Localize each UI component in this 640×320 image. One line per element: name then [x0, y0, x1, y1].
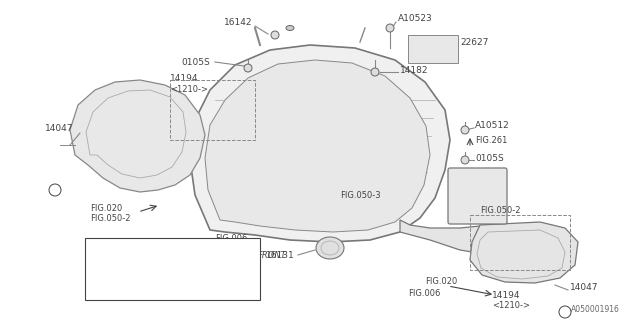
Text: FIG.050-3: FIG.050-3	[340, 190, 381, 199]
Ellipse shape	[316, 237, 344, 259]
Text: A050001916: A050001916	[571, 305, 620, 314]
Polygon shape	[205, 60, 430, 232]
Text: 22627: 22627	[460, 37, 488, 46]
Text: 14047: 14047	[570, 284, 598, 292]
Text: 1: 1	[563, 308, 568, 316]
Text: 16131: 16131	[266, 251, 295, 260]
Polygon shape	[400, 220, 535, 260]
Circle shape	[93, 263, 105, 275]
Text: FIG.020: FIG.020	[90, 204, 122, 212]
Text: J20604 (1210-): J20604 (1210-)	[117, 285, 187, 294]
Text: 14182: 14182	[400, 66, 429, 75]
Circle shape	[461, 126, 469, 134]
Bar	[170, 80, 255, 140]
Polygon shape	[470, 222, 578, 283]
Text: A10523: A10523	[398, 13, 433, 22]
Circle shape	[49, 184, 61, 196]
Circle shape	[386, 24, 394, 32]
Bar	[85, 238, 260, 300]
FancyBboxPatch shape	[448, 168, 507, 224]
Text: <1210->: <1210->	[170, 84, 208, 93]
Text: A10512: A10512	[475, 121, 509, 130]
Text: FIG.050-2: FIG.050-2	[90, 213, 131, 222]
Circle shape	[559, 306, 571, 318]
Text: J20603 (1203-1210): J20603 (1203-1210)	[117, 265, 207, 274]
Text: FIG.261: FIG.261	[475, 135, 508, 145]
Polygon shape	[190, 45, 450, 242]
Polygon shape	[70, 80, 205, 192]
Text: 16142: 16142	[224, 18, 252, 27]
Circle shape	[51, 186, 59, 194]
Circle shape	[244, 64, 252, 72]
Text: FIG.006: FIG.006	[215, 234, 248, 243]
Text: 14047: 14047	[45, 124, 74, 132]
Ellipse shape	[286, 26, 294, 30]
Bar	[408, 35, 458, 63]
Circle shape	[371, 68, 379, 76]
Text: 0105S: 0105S	[475, 154, 504, 163]
Text: FIG.050-2: FIG.050-2	[480, 205, 520, 214]
Circle shape	[461, 156, 469, 164]
Text: 0104S*B(-1203): 0104S*B(-1203)	[117, 244, 187, 253]
Text: FIG.020: FIG.020	[425, 277, 457, 286]
Text: 1: 1	[97, 265, 101, 274]
Text: 14194: 14194	[492, 291, 520, 300]
Text: FRONT: FRONT	[219, 251, 287, 270]
Text: <1210->: <1210->	[492, 301, 530, 310]
Text: 14194: 14194	[170, 74, 198, 83]
Bar	[470, 215, 570, 270]
Text: 0105S: 0105S	[181, 58, 210, 67]
Text: FIG.006: FIG.006	[408, 290, 440, 299]
Circle shape	[271, 31, 279, 39]
Text: 1: 1	[52, 186, 58, 195]
